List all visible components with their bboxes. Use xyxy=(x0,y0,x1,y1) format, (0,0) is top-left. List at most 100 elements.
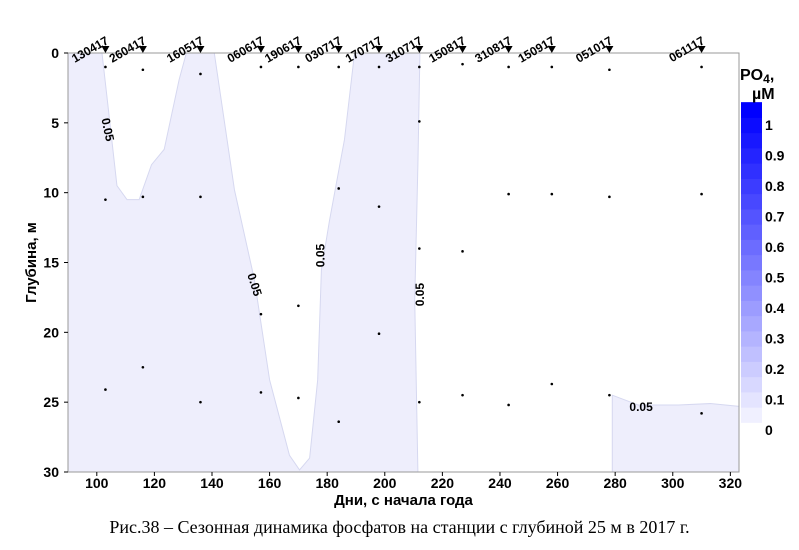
sample-point xyxy=(700,412,703,415)
colorbar-tick-label: 0.5 xyxy=(765,270,785,286)
y-axis-title: Глубина, м xyxy=(23,222,40,303)
colorbar-band xyxy=(741,224,762,240)
sample-point xyxy=(418,65,421,69)
sample-point xyxy=(550,382,554,386)
sample-point xyxy=(259,65,263,69)
sample-point xyxy=(104,65,107,69)
x-tick-label: 300 xyxy=(661,475,685,491)
colorbar-title: PO4, xyxy=(740,67,774,86)
colorbar-band xyxy=(741,178,762,195)
sample-point xyxy=(418,247,421,250)
colorbar-band xyxy=(741,391,762,408)
y-tick-label: 15 xyxy=(43,255,59,271)
colorbar-band xyxy=(741,147,762,164)
y-tick-label: 20 xyxy=(43,324,59,340)
sample-point xyxy=(141,68,145,72)
station-marker xyxy=(294,46,303,53)
y-tick-label: 25 xyxy=(43,394,59,410)
station-marker xyxy=(697,46,706,53)
sample-point xyxy=(608,68,611,72)
sample-point xyxy=(141,365,145,369)
sample-point xyxy=(141,195,145,199)
sample-point xyxy=(377,205,381,208)
sample-point xyxy=(700,192,703,196)
x-tick-label: 100 xyxy=(85,475,109,491)
contour-label: 0.05 xyxy=(629,400,653,414)
colorbar-band xyxy=(741,117,762,134)
sample-point xyxy=(259,312,263,316)
station-marker xyxy=(415,46,424,53)
colorbar-tick-label: 0.9 xyxy=(765,148,785,164)
colorbar-band xyxy=(741,208,762,225)
sample-point xyxy=(461,250,464,253)
sample-point xyxy=(550,192,554,196)
sample-point xyxy=(199,195,202,199)
sample-point xyxy=(461,393,464,397)
sample-point xyxy=(104,388,107,391)
colorbar-band xyxy=(741,102,762,118)
x-tick-label: 240 xyxy=(488,475,512,491)
y-tick-label: 5 xyxy=(51,115,59,131)
station-marker xyxy=(458,46,467,53)
sample-point xyxy=(297,396,300,400)
sample-point xyxy=(507,65,510,69)
station-marker xyxy=(196,46,205,53)
colorbar-band xyxy=(741,163,762,179)
sample-point xyxy=(418,120,421,123)
station-marker xyxy=(256,46,265,53)
sample-point xyxy=(337,187,341,190)
x-tick-label: 220 xyxy=(431,475,455,491)
colorbar-band xyxy=(741,407,762,423)
colorbar-band xyxy=(741,269,762,286)
station-marker xyxy=(605,46,614,53)
colorbar-tick-label: 0.1 xyxy=(765,392,785,408)
y-tick-label: 30 xyxy=(43,464,59,480)
colorbar-tick-label: 0.8 xyxy=(765,178,785,194)
x-tick-label: 280 xyxy=(603,475,627,491)
sample-point xyxy=(461,62,464,66)
colorbar-tick-label: 0.6 xyxy=(765,239,785,255)
x-tick-label: 180 xyxy=(316,475,340,491)
colorbar-tick-label: 0.4 xyxy=(765,300,785,316)
colorbar-band xyxy=(741,315,762,332)
colorbar-tick-label: 0.2 xyxy=(765,361,785,377)
station-marker xyxy=(504,46,513,53)
sample-point xyxy=(608,393,611,397)
station-marker xyxy=(101,46,110,53)
colorbar-band xyxy=(741,346,762,362)
station-marker xyxy=(334,46,343,53)
sample-point xyxy=(507,192,510,196)
colorbar-band xyxy=(741,376,762,393)
x-tick-label: 160 xyxy=(258,475,282,491)
colorbar-tick-label: 0.3 xyxy=(765,331,785,347)
contour-label: 0.05 xyxy=(413,283,427,307)
x-tick-label: 260 xyxy=(546,475,570,491)
sample-point xyxy=(507,403,510,407)
station-marker xyxy=(375,46,384,53)
sample-point xyxy=(700,65,703,69)
contour-label: 0.05 xyxy=(314,244,328,268)
sample-point xyxy=(337,65,341,69)
colorbar-tick-label: 0.7 xyxy=(765,209,785,225)
sample-point xyxy=(608,195,611,199)
sample-point xyxy=(297,65,300,69)
figure-caption: Рис.38 – Сезонная динамика фосфатов на с… xyxy=(109,517,690,537)
contour-label: 0.05 xyxy=(98,117,117,143)
sample-point xyxy=(104,198,107,201)
y-tick-label: 0 xyxy=(51,45,59,61)
x-tick-label: 320 xyxy=(719,475,743,491)
colorbar-band xyxy=(741,300,762,317)
sample-point xyxy=(297,304,300,308)
colorbar-band xyxy=(741,285,762,301)
sample-point xyxy=(259,391,263,394)
colorbar-band xyxy=(741,193,762,210)
contour-label: 0.05 xyxy=(244,271,265,298)
sample-point xyxy=(199,72,202,76)
colorbar-band xyxy=(741,361,762,378)
x-tick-label: 140 xyxy=(200,475,224,491)
colorbar-tick-label: 0 xyxy=(765,422,773,438)
sample-point xyxy=(377,332,381,336)
station-marker xyxy=(547,46,556,53)
